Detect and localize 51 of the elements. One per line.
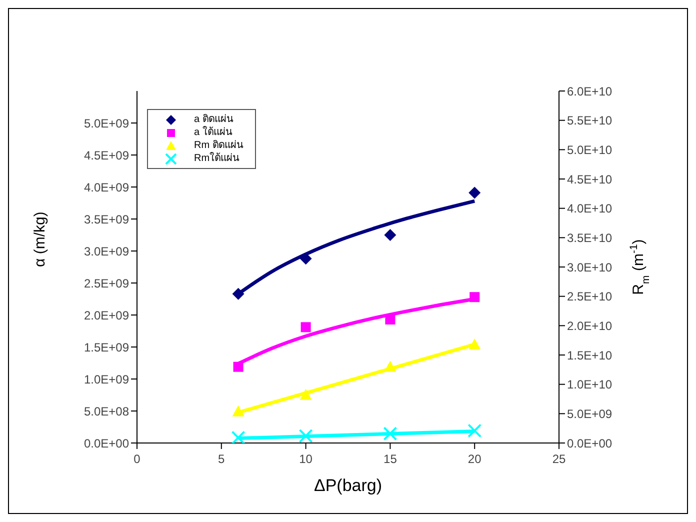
y2-tick-label: 6.0E+10	[567, 84, 612, 98]
y2-tick-label: 4.0E+10	[567, 202, 612, 216]
y-tick-label: 4.0E+09	[84, 180, 130, 194]
x-axis-title: ΔP(barg)	[314, 476, 382, 495]
point	[384, 229, 396, 241]
x-tick-label: 5	[218, 452, 226, 466]
y-tick-label: 0.0E+00	[84, 436, 130, 450]
y-tick-label: 3.5E+09	[84, 212, 130, 226]
y-tick-label: 5.0E+09	[84, 116, 130, 130]
legend-label: Rm ติดแผ่น	[194, 139, 244, 152]
y2-tick-label: 5.5E+10	[567, 114, 612, 128]
point	[468, 338, 481, 350]
x-tick-label: 10	[299, 452, 313, 466]
y-tick-label: 5.0E+08	[84, 404, 130, 418]
point	[298, 428, 313, 443]
point	[383, 426, 398, 441]
y2-tick-label: 1.0E+10	[567, 378, 612, 392]
point	[232, 288, 244, 300]
point	[232, 405, 244, 416]
y-axis-title: α (m/kg)	[31, 212, 48, 267]
y2-tick-label: 1.5E+10	[567, 348, 612, 362]
point	[468, 186, 481, 199]
point	[233, 362, 244, 372]
y2-tick-label: 4.5E+10	[567, 172, 612, 186]
legend-label: a ติดแผ่น	[194, 113, 234, 126]
x-tick-label: 20	[468, 452, 482, 466]
y2-tick-label: 3.5E+10	[567, 230, 612, 245]
point	[300, 388, 312, 400]
y-tick-label: 2.0E+09	[84, 308, 130, 322]
point	[385, 314, 396, 324]
y-tick-label: 3.0E+09	[84, 244, 130, 258]
point	[231, 430, 246, 443]
point	[468, 424, 482, 438]
point	[470, 292, 480, 302]
x-tick-label: 15	[384, 452, 398, 466]
y-tick-label: 1.5E+09	[84, 340, 130, 354]
y2-tick-label: 5.0E+10	[567, 142, 612, 157]
y2-tick-label: 5.0E+09	[567, 406, 612, 421]
y-tick-label: 2.5E+09	[84, 276, 130, 290]
y-tick-label: 1.0E+09	[84, 372, 130, 386]
y2-tick-label: 3.0E+10	[567, 260, 612, 274]
point	[384, 360, 396, 372]
x-tick-label: 0	[134, 452, 141, 466]
point	[300, 322, 311, 332]
x-tick-label: 25	[552, 452, 566, 466]
y2-tick-label: 2.0E+10	[567, 318, 612, 333]
y-tick-label: 4.5E+09	[84, 148, 130, 162]
legend-label: Rmใต้แผ่น	[194, 152, 240, 165]
legend-label: a ใต้แผ่น	[194, 126, 232, 139]
y2-tick-label: 0.0E+00	[567, 436, 612, 450]
y2-tick-label: 2.5E+10	[567, 290, 612, 304]
